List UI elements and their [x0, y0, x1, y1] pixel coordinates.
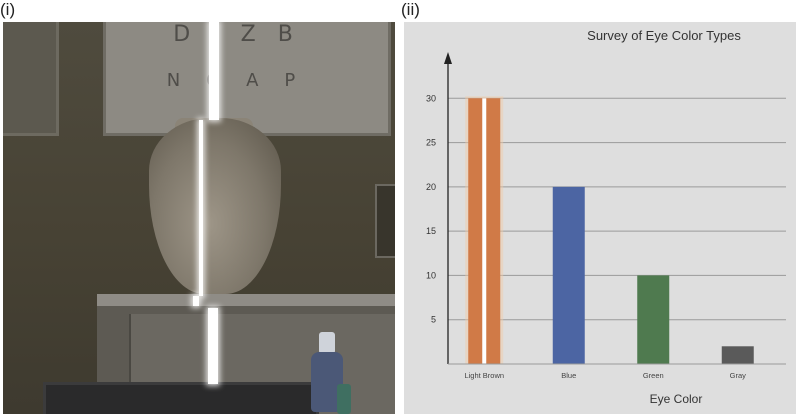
- y-tick-label-25: 25: [426, 138, 436, 148]
- x-tick-label-green: Green: [643, 371, 664, 380]
- eye-chart-row-1: DIZB: [173, 22, 315, 47]
- bars: [465, 96, 754, 365]
- eye-chart-board: [103, 22, 391, 136]
- y-tick-label-10: 10: [426, 270, 436, 280]
- y-tick-label-20: 20: [426, 182, 436, 192]
- highlight-strip-gap: [193, 296, 199, 306]
- bar-blue: [552, 186, 585, 364]
- bar-green: [637, 275, 670, 364]
- bar-gray: [721, 346, 754, 364]
- monitor: [43, 382, 319, 414]
- y-tick-label-5: 5: [431, 315, 436, 325]
- panel-label-i: (i): [0, 0, 16, 19]
- highlight-strip-middle: [199, 120, 203, 296]
- grid-lines: [448, 97, 786, 321]
- chart-title: Survey of Eye Color Types: [587, 28, 741, 43]
- photo-scene: DIZB NGAP: [3, 22, 395, 414]
- panel-label-ii: (ii): [401, 0, 420, 19]
- bar-chart: 5 10 15 20 25 30 Light Brown Blue Green Gray Surv…: [426, 28, 786, 406]
- y-tick-label-15: 15: [426, 226, 436, 236]
- x-axis-title: Eye Color: [650, 392, 703, 406]
- axes: [444, 52, 786, 365]
- bottle-cap: [319, 332, 335, 354]
- y-axis-arrow: [444, 52, 452, 64]
- small-bottle: [337, 384, 351, 414]
- labels: 5 10 15 20 25 30 Light Brown Blue Green Gray: [426, 93, 746, 380]
- vase: [149, 118, 281, 294]
- chart-panel: 5 10 15 20 25 30 Light Brown Blue Green Gray Surv…: [404, 22, 796, 414]
- x-tick-label-blue: Blue: [561, 371, 576, 380]
- x-tick-label-light-brown: Light Brown: [464, 371, 504, 380]
- highlight-strip-top: [209, 22, 219, 120]
- small-picture-frame: [375, 184, 395, 258]
- shelf-top: [97, 294, 395, 306]
- wall-frame: [3, 22, 59, 136]
- y-tick-label-30: 30: [426, 93, 436, 103]
- highlight-strip-bottom: [208, 308, 218, 384]
- x-tick-label-gray: Gray: [730, 371, 747, 380]
- bar-highlight-line-light-brown: [482, 98, 487, 365]
- eye-chart-row-2: NGAP: [166, 70, 322, 91]
